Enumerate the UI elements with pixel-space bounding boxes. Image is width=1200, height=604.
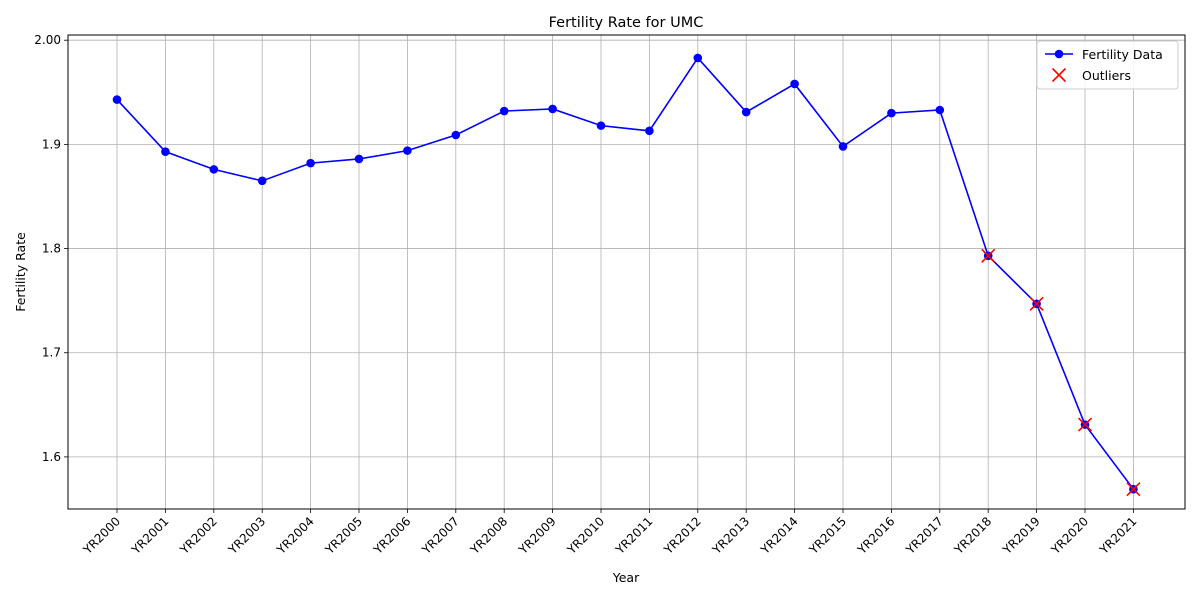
data-point <box>596 121 606 130</box>
y-tick-label: 1.8 <box>42 242 61 256</box>
data-point <box>499 106 509 116</box>
y-tick-label: 1.6 <box>42 450 61 464</box>
outlier-marker-stroke <box>1077 417 1093 432</box>
outlier-layer <box>981 248 1141 497</box>
legend-label-outliers: Outliers <box>1082 68 1131 83</box>
outlier-marker-stroke <box>1029 296 1044 311</box>
data-point <box>451 130 461 140</box>
y-tick-label: 2.00 <box>34 33 61 47</box>
grid-lines <box>68 35 1185 509</box>
data-point <box>838 142 848 151</box>
legend-box <box>1036 40 1179 90</box>
data-point <box>354 154 364 164</box>
data-point <box>209 165 219 174</box>
outlier-marker-stroke <box>1126 482 1141 497</box>
outlier-marker <box>1126 482 1141 497</box>
data-point <box>112 95 122 104</box>
data-point <box>161 147 170 156</box>
data-point <box>790 79 799 89</box>
outlier-marker-stroke <box>981 248 996 263</box>
data-point <box>403 146 412 155</box>
plot-frame <box>67 34 1186 510</box>
outlier-marker <box>981 248 996 263</box>
outlier-marker <box>1077 417 1093 432</box>
y-axis-label: Fertility Rate <box>13 232 28 312</box>
data-point <box>548 104 557 114</box>
data-point <box>693 53 703 63</box>
data-point <box>645 126 654 136</box>
y-tick-label: 1.9 <box>42 137 61 151</box>
data-point <box>257 176 267 186</box>
outlier-marker <box>1029 296 1044 311</box>
series-line-fertility-data <box>116 56 1135 490</box>
y-tick-label: 1.7 <box>42 346 61 360</box>
x-axis-label: Year <box>612 570 640 585</box>
chart-title: Fertility Rate for UMC <box>549 15 704 31</box>
legend-marker-fertility-data <box>1054 49 1064 59</box>
data-point <box>741 107 751 117</box>
data-point <box>306 158 315 168</box>
legend-marker-outliers <box>1051 67 1067 83</box>
series-layer <box>112 53 1138 494</box>
legend-label-fertility-data: Fertility Data <box>1082 47 1163 62</box>
data-point <box>935 105 945 115</box>
data-point <box>887 108 896 118</box>
legend: Fertility Data Outliers <box>1036 40 1179 90</box>
